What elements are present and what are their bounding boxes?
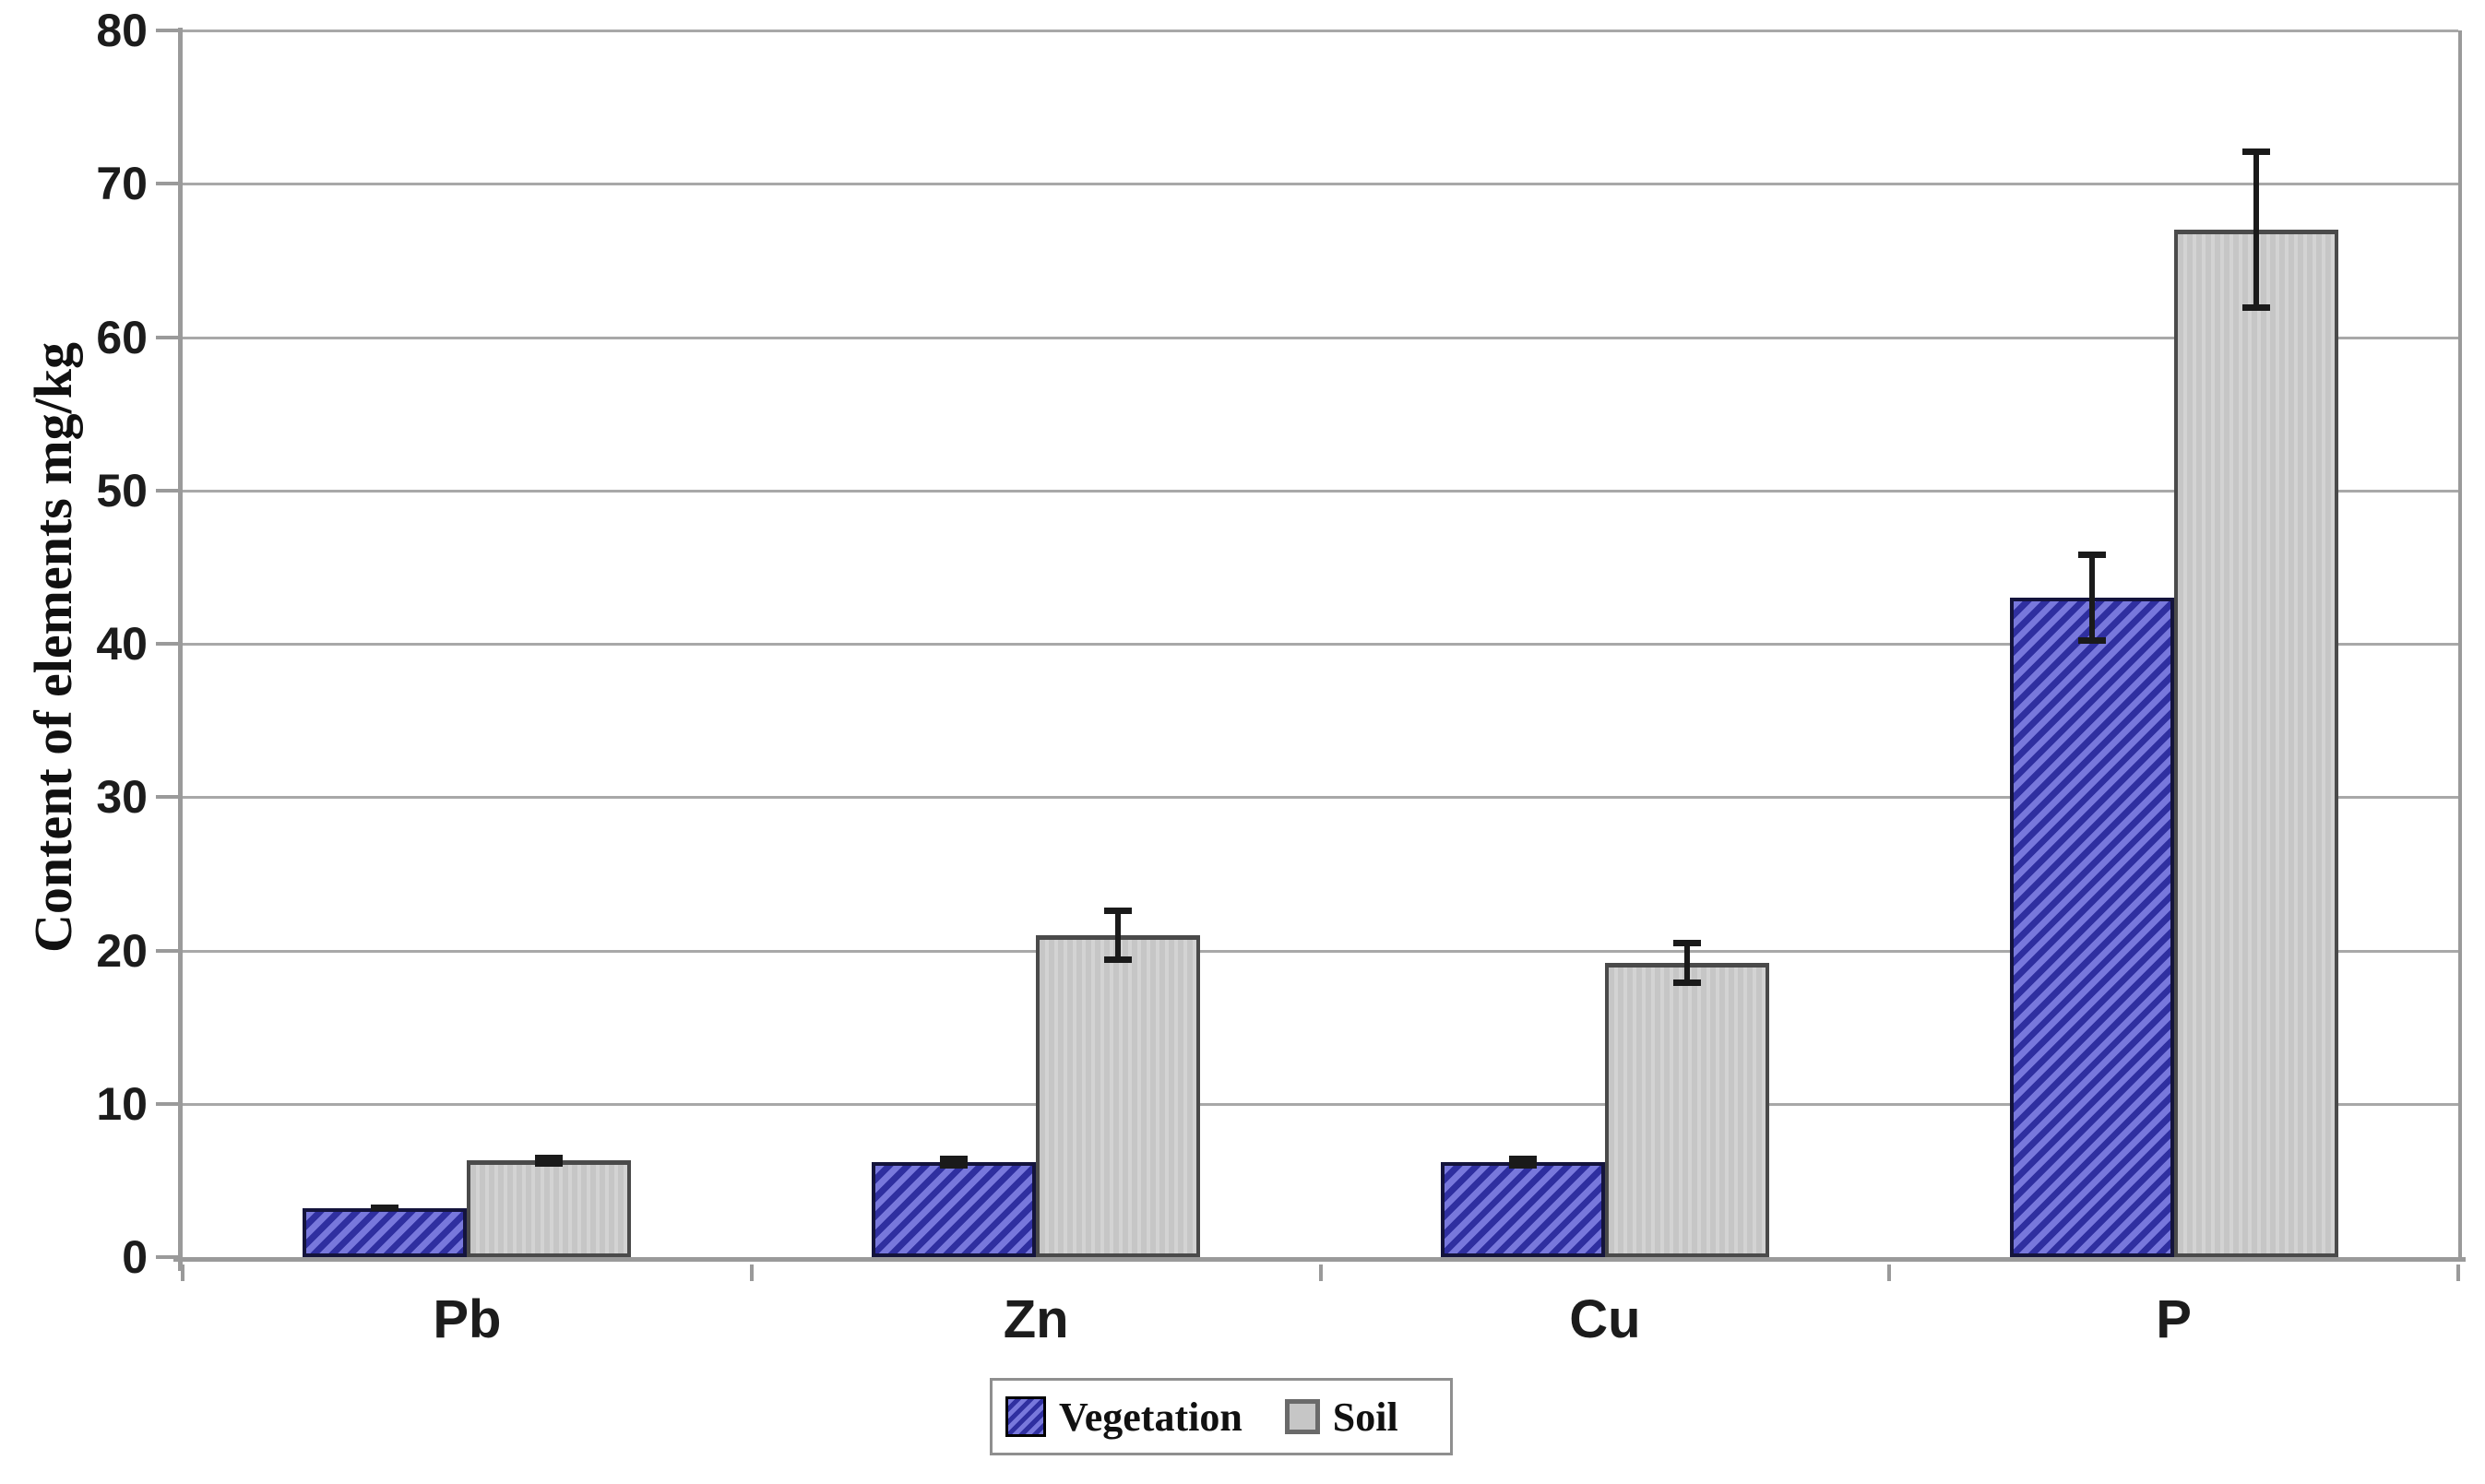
error-bar-cap-top	[2077, 552, 2106, 559]
y-tick-50	[156, 488, 178, 493]
category-group-pb	[183, 30, 752, 1257]
legend-label-vegetation: Vegetation	[1059, 1394, 1242, 1440]
y-tick-label-70: 70	[96, 158, 148, 210]
error-bar-vegetation-cu	[1508, 1156, 1537, 1169]
x-tick-0	[181, 1264, 184, 1281]
x-axis-line	[173, 1257, 2466, 1262]
error-bar-line	[2253, 148, 2259, 312]
x-label-pb: Pb	[433, 1289, 502, 1349]
legend-item-vegetation: Vegetation	[1005, 1394, 1242, 1441]
y-tick-label-40: 40	[96, 618, 148, 670]
y-tick-10	[156, 1101, 178, 1106]
bar-vegetation-cu	[1440, 1161, 1605, 1257]
error-bar-cap-top	[1508, 1156, 1537, 1163]
y-tick-0	[156, 1255, 178, 1259]
error-bar-cap-bottom	[371, 1205, 399, 1212]
x-tick-3	[1887, 1264, 1892, 1281]
error-bar-line	[2088, 552, 2095, 644]
gridline-60	[183, 336, 2458, 339]
gridline-20	[183, 949, 2458, 953]
error-bar-vegetation-p	[2077, 552, 2106, 644]
legend: Vegetation Soil	[990, 1378, 1453, 1455]
error-bar-cap-bottom	[2241, 304, 2270, 312]
error-bar-soil-pb	[535, 1154, 564, 1167]
legend-swatch-vegetation-icon	[1005, 1396, 1046, 1437]
error-bar-cap-top	[2241, 148, 2270, 156]
legend-label-soil: Soil	[1332, 1394, 1398, 1440]
error-bar-cap-bottom	[535, 1159, 564, 1167]
y-tick-30	[156, 795, 178, 800]
error-bar-soil-cu	[1672, 939, 1701, 986]
bar-vegetation-pb	[303, 1207, 468, 1257]
bar-soil-pb	[467, 1160, 632, 1257]
y-tick-label-30: 30	[96, 771, 148, 824]
error-bar-cap-bottom	[1104, 956, 1133, 963]
y-tick-20	[156, 948, 178, 953]
error-bar-vegetation-zn	[940, 1156, 969, 1169]
y-tick-label-50: 50	[96, 464, 148, 516]
error-bar-cap-bottom	[940, 1161, 969, 1169]
y-tick-label-0: 0	[122, 1231, 148, 1283]
error-bar-cap-top	[940, 1156, 969, 1163]
bar-vegetation-p	[2009, 598, 2174, 1257]
bar-vegetation-zn	[872, 1161, 1037, 1257]
category-group-zn	[752, 30, 1321, 1257]
y-tick-60	[156, 335, 178, 339]
y-tick-label-10: 10	[96, 1077, 148, 1130]
gridline-40	[183, 643, 2458, 646]
bar-soil-cu	[1604, 962, 1769, 1257]
error-bar-soil-p	[2241, 148, 2270, 312]
y-tick-label-60: 60	[96, 311, 148, 363]
y-tick-label-80: 80	[96, 5, 148, 56]
y-tick-label-20: 20	[96, 924, 148, 977]
x-tick-2	[1318, 1264, 1323, 1281]
gridline-70	[183, 183, 2458, 186]
gridline-50	[183, 489, 2458, 493]
error-bar-soil-zn	[1104, 907, 1133, 963]
error-bar-cap-bottom	[1508, 1161, 1537, 1169]
error-bar-cap-bottom	[2077, 637, 2106, 644]
category-group-cu	[1321, 30, 1890, 1257]
bar-soil-zn	[1036, 934, 1201, 1257]
gridline-10	[183, 1102, 2458, 1106]
legend-swatch-soil-icon	[1284, 1399, 1320, 1434]
legend-item-soil: Soil	[1284, 1394, 1398, 1441]
gridline-30	[183, 796, 2458, 800]
bar-soil-p	[2173, 230, 2338, 1257]
x-label-zn: Zn	[1003, 1289, 1069, 1349]
x-label-cu: Cu	[1569, 1289, 1641, 1349]
error-bar-cap-top	[535, 1154, 564, 1161]
y-tick-40	[156, 642, 178, 646]
error-bar-line	[1683, 939, 1690, 986]
y-axis-line	[178, 28, 183, 1271]
y-tick-70	[156, 182, 178, 186]
plot-right-border	[2458, 30, 2462, 1262]
error-bar-cap-top	[1104, 907, 1133, 914]
plot-area	[156, 28, 2466, 1281]
gridline-80	[183, 30, 2458, 32]
error-bar-vegetation-pb	[371, 1205, 399, 1212]
x-tick-4	[2456, 1264, 2460, 1281]
x-tick-1	[749, 1264, 754, 1281]
y-tick-80	[156, 29, 178, 32]
error-bar-cap-bottom	[1672, 979, 1701, 986]
x-label-p: P	[2156, 1289, 2192, 1349]
error-bar-line	[1115, 907, 1122, 963]
error-bar-cap-top	[1672, 939, 1701, 946]
category-group-p	[1889, 30, 2458, 1257]
